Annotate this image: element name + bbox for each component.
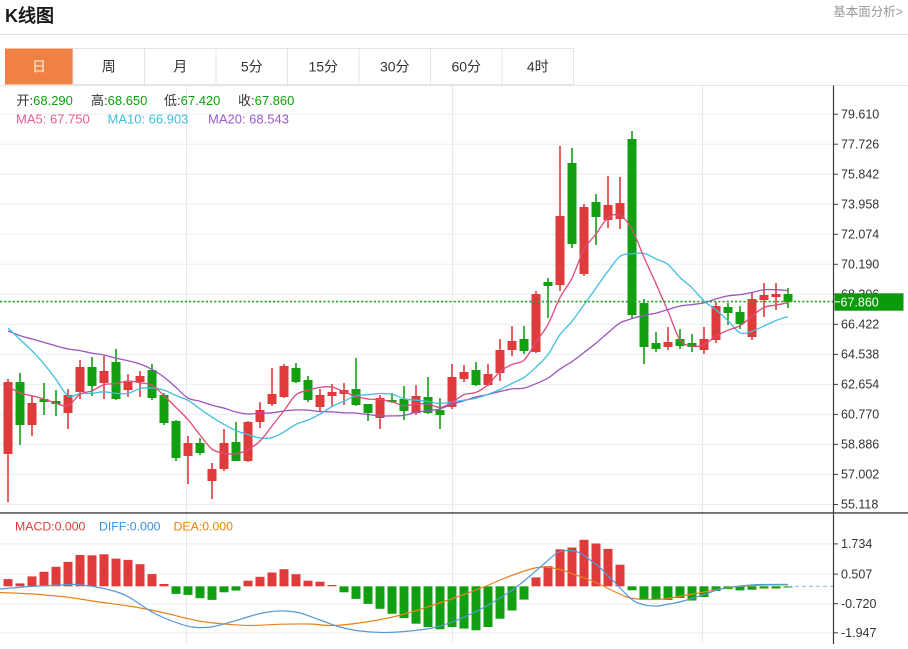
svg-text:30分: 30分 (380, 59, 410, 75)
svg-text:4时: 4时 (527, 59, 549, 75)
svg-text:1.734: 1.734 (841, 537, 872, 551)
svg-text:高:68.650: 高:68.650 (91, 93, 147, 108)
svg-text:75.842: 75.842 (841, 167, 879, 181)
svg-text:55.118: 55.118 (841, 498, 878, 512)
svg-text:60分: 60分 (451, 59, 481, 75)
svg-text:62.654: 62.654 (841, 378, 879, 392)
svg-text:MACD:0.000: MACD:0.000 (15, 520, 86, 534)
svg-text:MA10: 66.903: MA10: 66.903 (108, 112, 189, 127)
svg-text:低:67.420: 低:67.420 (164, 93, 220, 108)
svg-text:67.860: 67.860 (841, 295, 879, 309)
svg-text:DEA:0.000: DEA:0.000 (174, 520, 234, 534)
svg-text:-1.947: -1.947 (841, 626, 876, 640)
svg-text:MA5: 67.750: MA5: 67.750 (16, 112, 90, 127)
svg-text:79.610: 79.610 (841, 107, 879, 121)
svg-text:K线图: K线图 (5, 5, 54, 26)
svg-text:60.770: 60.770 (841, 408, 879, 422)
svg-text:0.507: 0.507 (841, 567, 872, 581)
svg-text:57.002: 57.002 (841, 468, 879, 482)
svg-text:73.958: 73.958 (841, 198, 879, 212)
svg-text:DIFF:0.000: DIFF:0.000 (99, 520, 161, 534)
svg-text:周: 周 (102, 59, 116, 75)
svg-text:MA20: 68.543: MA20: 68.543 (208, 112, 289, 127)
svg-text:72.074: 72.074 (841, 228, 879, 242)
svg-text:70.190: 70.190 (841, 258, 879, 272)
svg-text:月: 月 (173, 59, 187, 75)
svg-text:收:67.860: 收:67.860 (238, 93, 294, 108)
svg-text:基本面分析>: 基本面分析> (833, 5, 903, 19)
svg-text:日: 日 (32, 59, 46, 75)
svg-text:15分: 15分 (308, 59, 338, 75)
svg-text:77.726: 77.726 (841, 137, 879, 151)
svg-text:开:68.290: 开:68.290 (17, 93, 73, 108)
svg-text:66.422: 66.422 (841, 318, 879, 332)
svg-text:58.886: 58.886 (841, 438, 879, 452)
svg-text:64.538: 64.538 (841, 348, 879, 362)
svg-text:-0.720: -0.720 (841, 597, 876, 611)
svg-text:5分: 5分 (241, 59, 263, 75)
